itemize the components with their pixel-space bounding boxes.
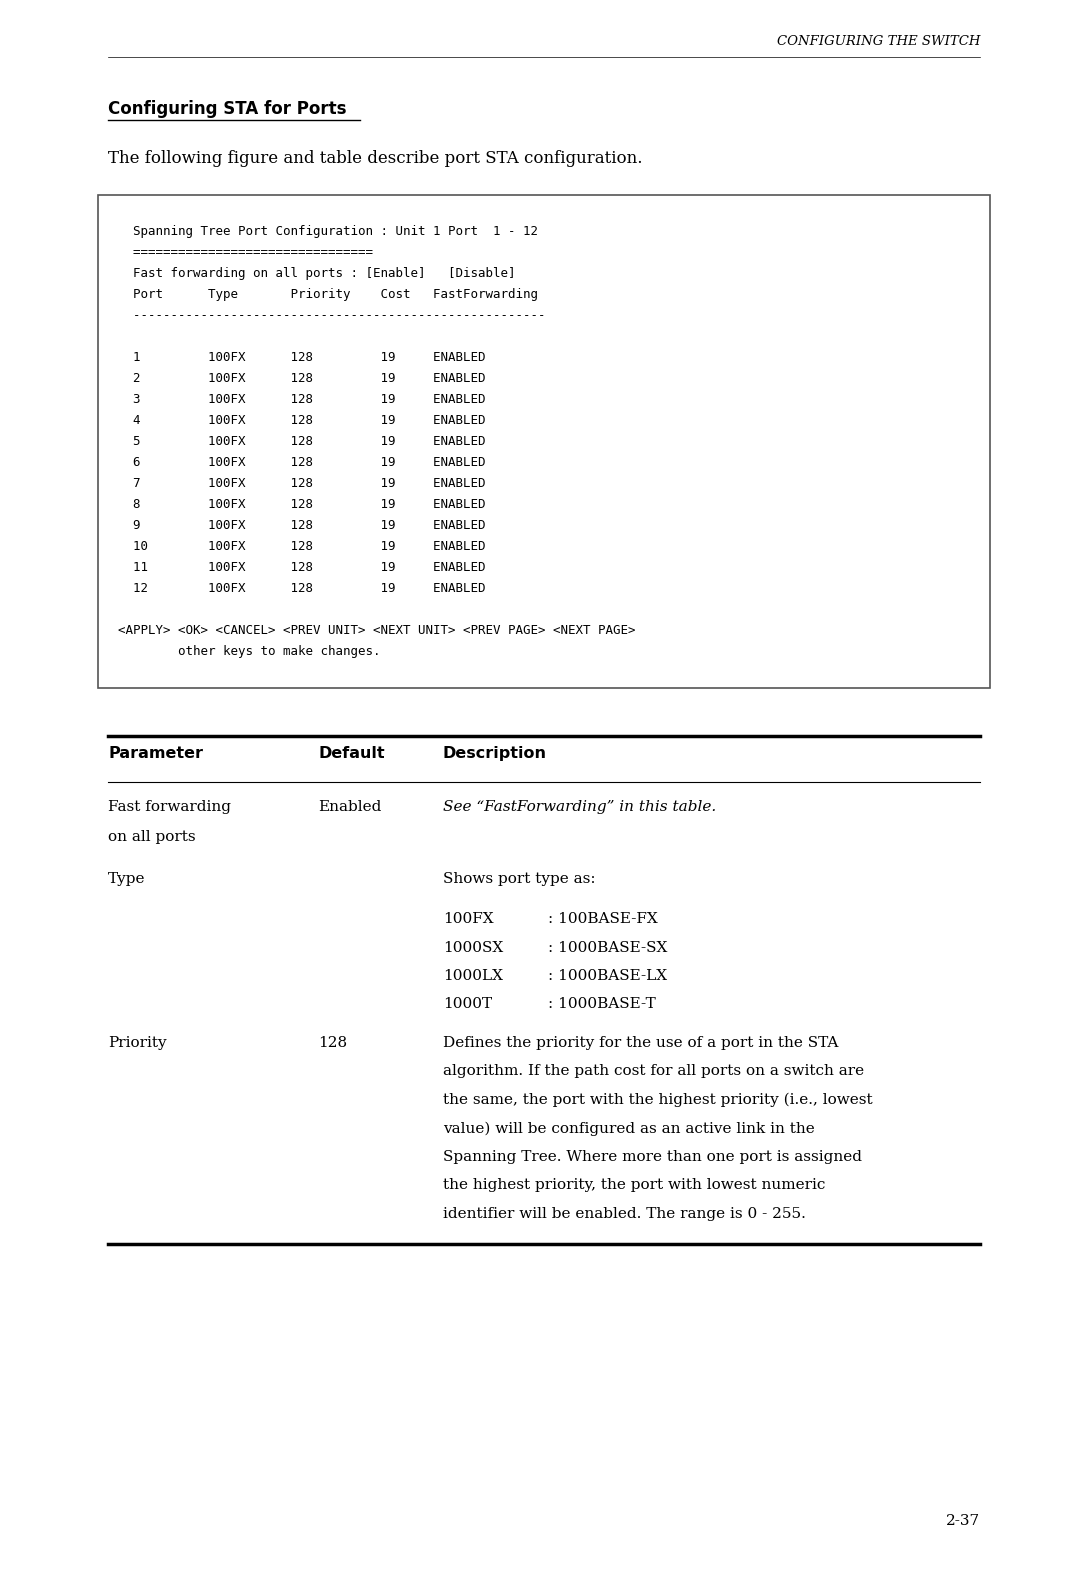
Text: Fast forwarding on all ports : [Enable]   [Disable]: Fast forwarding on all ports : [Enable] … [103, 267, 515, 279]
Text: 2         100FX      128         19     ENABLED: 2 100FX 128 19 ENABLED [103, 372, 486, 385]
Text: 9         100FX      128         19     ENABLED: 9 100FX 128 19 ENABLED [103, 520, 486, 532]
Text: ================================: ================================ [103, 246, 373, 259]
Text: Parameter: Parameter [108, 746, 203, 761]
Text: 128: 128 [318, 1036, 347, 1050]
Text: 3         100FX      128         19     ENABLED: 3 100FX 128 19 ENABLED [103, 392, 486, 407]
Text: 7         100FX      128         19     ENABLED: 7 100FX 128 19 ENABLED [103, 477, 486, 490]
Text: 8         100FX      128         19     ENABLED: 8 100FX 128 19 ENABLED [103, 498, 486, 510]
Text: value) will be configured as an active link in the: value) will be configured as an active l… [443, 1121, 814, 1135]
Text: identifier will be enabled. The range is 0 - 255.: identifier will be enabled. The range is… [443, 1207, 806, 1221]
Text: 1000SX: 1000SX [443, 940, 503, 955]
FancyBboxPatch shape [98, 195, 990, 688]
Text: : 1000BASE-T: : 1000BASE-T [548, 997, 656, 1011]
Text: 5         100FX      128         19     ENABLED: 5 100FX 128 19 ENABLED [103, 435, 486, 447]
Text: the highest priority, the port with lowest numeric: the highest priority, the port with lowe… [443, 1179, 825, 1193]
Text: See “FastForwarding” in this table.: See “FastForwarding” in this table. [443, 801, 716, 813]
Text: Description: Description [443, 746, 546, 761]
Text: Defines the priority for the use of a port in the STA: Defines the priority for the use of a po… [443, 1036, 838, 1050]
Text: Configuring STA for Ports: Configuring STA for Ports [108, 100, 347, 118]
Text: 6         100FX      128         19     ENABLED: 6 100FX 128 19 ENABLED [103, 455, 486, 469]
Text: other keys to make changes.: other keys to make changes. [103, 645, 380, 658]
Text: 4         100FX      128         19     ENABLED: 4 100FX 128 19 ENABLED [103, 414, 486, 427]
Text: Spanning Tree Port Configuration : Unit 1 Port  1 - 12: Spanning Tree Port Configuration : Unit … [103, 225, 538, 239]
Text: 1         100FX      128         19     ENABLED: 1 100FX 128 19 ENABLED [103, 352, 486, 364]
Text: 12        100FX      128         19     ENABLED: 12 100FX 128 19 ENABLED [103, 582, 486, 595]
Text: Port      Type       Priority    Cost   FastForwarding: Port Type Priority Cost FastForwarding [103, 287, 538, 301]
Text: 10        100FX      128         19     ENABLED: 10 100FX 128 19 ENABLED [103, 540, 486, 553]
Text: 2-37: 2-37 [946, 1513, 980, 1528]
Text: -------------------------------------------------------: ----------------------------------------… [103, 309, 545, 322]
Text: Enabled: Enabled [318, 801, 381, 813]
Text: The following figure and table describe port STA configuration.: The following figure and table describe … [108, 151, 643, 166]
Text: on all ports: on all ports [108, 831, 195, 845]
Text: 1000T: 1000T [443, 997, 492, 1011]
Text: algorithm. If the path cost for all ports on a switch are: algorithm. If the path cost for all port… [443, 1064, 864, 1079]
Text: Shows port type as:: Shows port type as: [443, 871, 596, 885]
Text: Default: Default [318, 746, 384, 761]
Text: Type: Type [108, 871, 146, 885]
Text: : 100BASE-FX: : 100BASE-FX [548, 912, 658, 926]
Text: Priority: Priority [108, 1036, 166, 1050]
Text: 100FX: 100FX [443, 912, 494, 926]
Text: : 1000BASE-LX: : 1000BASE-LX [548, 969, 667, 983]
Text: : 1000BASE-SX: : 1000BASE-SX [548, 940, 667, 955]
Text: 1000LX: 1000LX [443, 969, 503, 983]
Text: CONFIGURING THE SWITCH: CONFIGURING THE SWITCH [777, 35, 980, 49]
Text: 11        100FX      128         19     ENABLED: 11 100FX 128 19 ENABLED [103, 560, 486, 575]
Text: <APPLY> <OK> <CANCEL> <PREV UNIT> <NEXT UNIT> <PREV PAGE> <NEXT PAGE>: <APPLY> <OK> <CANCEL> <PREV UNIT> <NEXT … [103, 623, 635, 637]
Text: the same, the port with the highest priority (i.e., lowest: the same, the port with the highest prio… [443, 1093, 873, 1107]
Text: Spanning Tree. Where more than one port is assigned: Spanning Tree. Where more than one port … [443, 1149, 862, 1163]
Text: Fast forwarding: Fast forwarding [108, 801, 231, 813]
